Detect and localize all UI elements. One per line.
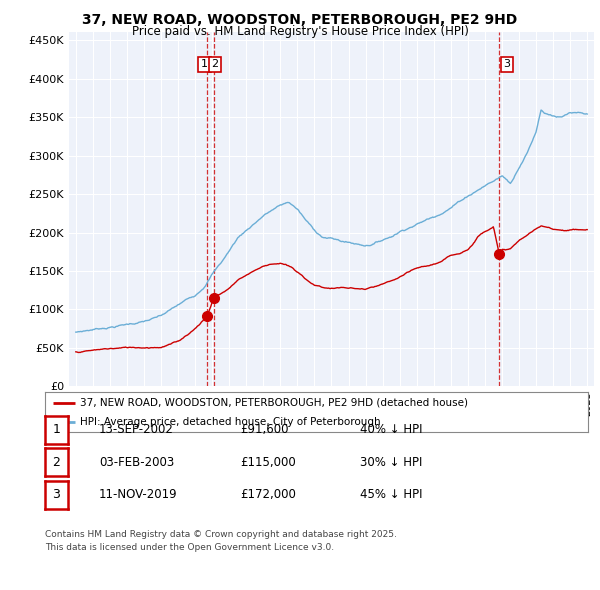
Text: Price paid vs. HM Land Registry's House Price Index (HPI): Price paid vs. HM Land Registry's House … (131, 25, 469, 38)
Text: 1: 1 (201, 60, 208, 69)
Text: 1: 1 (52, 423, 61, 437)
Text: 30% ↓ HPI: 30% ↓ HPI (360, 455, 422, 469)
Text: 45% ↓ HPI: 45% ↓ HPI (360, 488, 422, 501)
Text: 3: 3 (503, 60, 511, 69)
Text: £172,000: £172,000 (240, 488, 296, 501)
Text: £115,000: £115,000 (240, 455, 296, 469)
Text: 37, NEW ROAD, WOODSTON, PETERBOROUGH, PE2 9HD: 37, NEW ROAD, WOODSTON, PETERBOROUGH, PE… (82, 13, 518, 27)
Text: 11-NOV-2019: 11-NOV-2019 (99, 488, 178, 501)
Text: HPI: Average price, detached house, City of Peterborough: HPI: Average price, detached house, City… (80, 417, 381, 427)
Text: £91,600: £91,600 (240, 423, 289, 437)
Text: 2: 2 (211, 60, 218, 69)
Text: Contains HM Land Registry data © Crown copyright and database right 2025.: Contains HM Land Registry data © Crown c… (45, 530, 397, 539)
Text: This data is licensed under the Open Government Licence v3.0.: This data is licensed under the Open Gov… (45, 543, 334, 552)
Text: 03-FEB-2003: 03-FEB-2003 (99, 455, 174, 469)
Text: 40% ↓ HPI: 40% ↓ HPI (360, 423, 422, 437)
Text: 13-SEP-2002: 13-SEP-2002 (99, 423, 174, 437)
Text: 2: 2 (52, 455, 61, 469)
Text: 3: 3 (52, 488, 61, 501)
Text: 37, NEW ROAD, WOODSTON, PETERBOROUGH, PE2 9HD (detached house): 37, NEW ROAD, WOODSTON, PETERBOROUGH, PE… (80, 398, 468, 408)
